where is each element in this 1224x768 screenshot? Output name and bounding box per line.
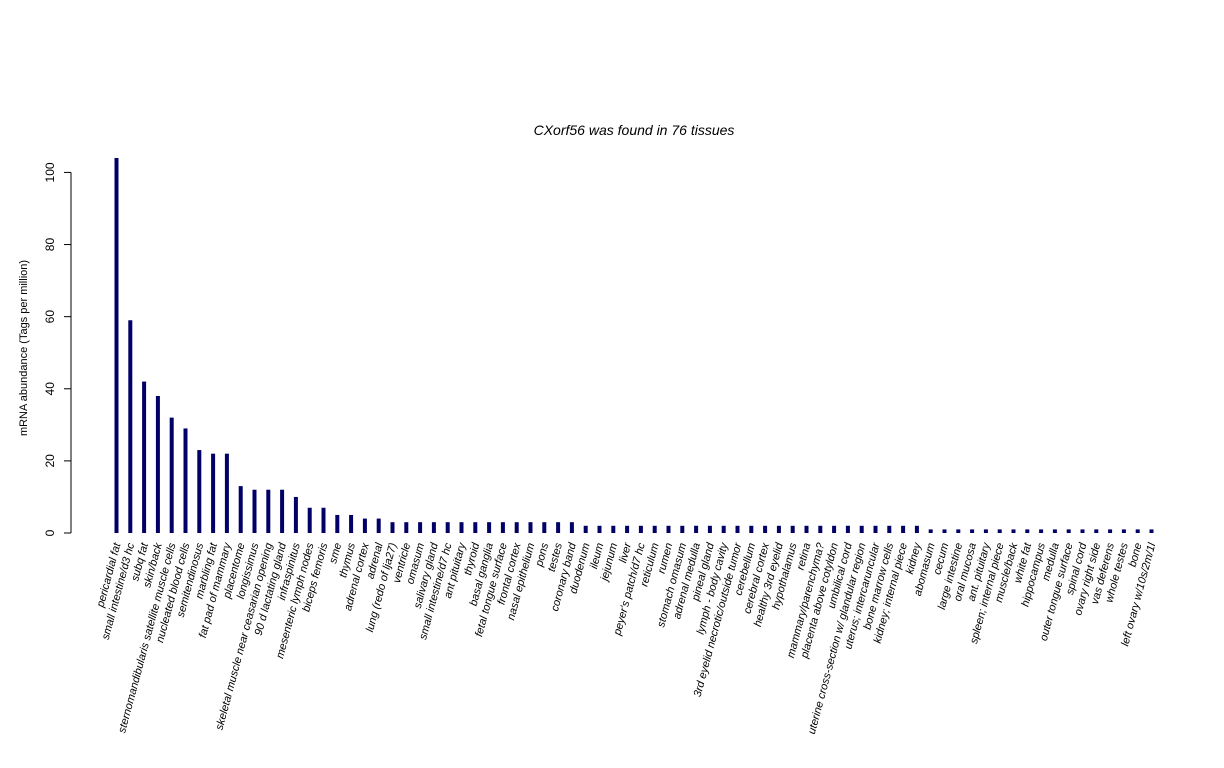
y-tick-label: 60: [43, 310, 57, 324]
bar: [238, 486, 243, 533]
y-tick-label: 100: [43, 162, 57, 182]
bar: [942, 529, 947, 533]
bar: [749, 525, 754, 533]
bar: [183, 428, 188, 533]
bar: [597, 525, 602, 533]
bar: [349, 514, 354, 533]
bar: [735, 525, 740, 533]
y-tick-label: 0: [43, 529, 57, 536]
bar: [211, 453, 216, 533]
bar: [514, 522, 519, 533]
bar: [997, 529, 1002, 533]
bar: [556, 522, 561, 533]
bar: [776, 525, 781, 533]
bar: [1080, 529, 1085, 533]
bar: [928, 529, 933, 533]
bar: [611, 525, 616, 533]
bar: [652, 525, 657, 533]
bar: [128, 320, 133, 533]
y-axis-label: mRNA abundance (Tags per million): [18, 260, 30, 436]
bar: [280, 489, 285, 533]
bar: [583, 525, 588, 533]
bar: [680, 525, 685, 533]
bar: [1094, 529, 1099, 533]
bar: [500, 522, 505, 533]
bar: [1011, 529, 1016, 533]
bar: [487, 522, 492, 533]
bar: [1052, 529, 1057, 533]
y-axis: 0 20 40 60 80 100: [43, 162, 72, 536]
bar: [293, 496, 298, 533]
bar: [1039, 529, 1044, 533]
x-category-label: liver: [617, 540, 634, 564]
bar: [418, 522, 423, 533]
bar: [845, 525, 850, 533]
bar: [114, 158, 119, 533]
bar: [818, 525, 823, 533]
bar: [528, 522, 533, 533]
bar: [707, 525, 712, 533]
bar: [459, 522, 464, 533]
bar: [197, 450, 202, 533]
bar: [473, 522, 478, 533]
bar: [763, 525, 768, 533]
bar: [266, 489, 271, 533]
bar: [859, 525, 864, 533]
bar: [376, 518, 381, 533]
bar: [873, 525, 878, 533]
y-tick-label: 40: [43, 382, 57, 396]
bar: [431, 522, 436, 533]
bar: [142, 381, 147, 533]
bar: [901, 525, 906, 533]
bar: [1025, 529, 1030, 533]
bar: [1135, 529, 1140, 533]
bar: [790, 525, 795, 533]
bar: [390, 522, 395, 533]
bar: [625, 525, 630, 533]
bar: [956, 529, 961, 533]
bar: [638, 525, 643, 533]
bar: [252, 489, 257, 533]
bar: [694, 525, 699, 533]
bar: [335, 514, 340, 533]
bar: [1121, 529, 1126, 533]
bar: [914, 525, 919, 533]
bar: [321, 507, 326, 533]
bar: [1149, 529, 1154, 533]
bars: [114, 158, 1154, 533]
bar: [666, 525, 671, 533]
bar: [362, 518, 367, 533]
bar: [155, 395, 160, 533]
bar: [1066, 529, 1071, 533]
bar: [804, 525, 809, 533]
bar: [887, 525, 892, 533]
bar: [569, 522, 574, 533]
y-tick-label: 80: [43, 238, 57, 252]
bar: [307, 507, 312, 533]
bar: [542, 522, 547, 533]
bar: [445, 522, 450, 533]
x-category-label: sme: [327, 542, 344, 565]
bar: [983, 529, 988, 533]
bar: [404, 522, 409, 533]
bar: [1108, 529, 1113, 533]
bar: [169, 417, 174, 533]
bar: [970, 529, 975, 533]
bar: [224, 453, 229, 533]
bar: [832, 525, 837, 533]
bar: [721, 525, 726, 533]
chart-title: CXorf56 was found in 76 tissues: [534, 122, 735, 138]
y-tick-label: 20: [43, 454, 57, 468]
